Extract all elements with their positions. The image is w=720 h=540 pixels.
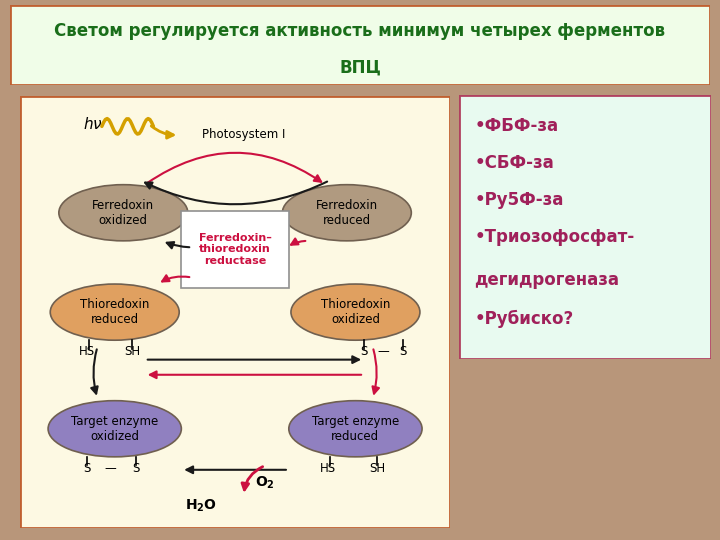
Text: —: — (104, 462, 117, 475)
Text: —: — (377, 345, 390, 359)
FancyArrowPatch shape (148, 356, 359, 363)
Text: $h\nu$: $h\nu$ (84, 116, 103, 132)
FancyArrowPatch shape (145, 181, 327, 204)
Text: •Ру5Ф-за: •Ру5Ф-за (474, 191, 564, 210)
Text: S: S (399, 345, 406, 359)
Text: •ФБФ-за: •ФБФ-за (474, 117, 559, 135)
Text: SH: SH (369, 462, 385, 475)
Text: S: S (83, 462, 91, 475)
FancyBboxPatch shape (20, 96, 450, 528)
Ellipse shape (289, 401, 422, 457)
Text: Ferredoxin–
thioredoxin
reductase: Ferredoxin– thioredoxin reductase (199, 233, 271, 266)
Ellipse shape (59, 185, 188, 241)
Text: S: S (132, 462, 140, 475)
Text: •Рубиско?: •Рубиско? (474, 310, 574, 328)
Text: Ferredoxin
reduced: Ferredoxin reduced (316, 199, 378, 227)
FancyArrowPatch shape (186, 467, 286, 473)
Text: HS: HS (78, 345, 95, 359)
Text: Target enzyme
reduced: Target enzyme reduced (312, 415, 399, 443)
Text: Ferredoxin
oxidized: Ferredoxin oxidized (92, 199, 154, 227)
FancyArrowPatch shape (147, 153, 321, 183)
Ellipse shape (48, 401, 181, 457)
Text: ВПЦ: ВПЦ (339, 59, 381, 77)
FancyArrowPatch shape (151, 126, 174, 138)
FancyArrowPatch shape (150, 372, 361, 378)
Text: Target enzyme
oxidized: Target enzyme oxidized (71, 415, 158, 443)
Text: Светом регулируется активность минимум четырех ферментов: Светом регулируется активность минимум ч… (55, 22, 665, 40)
Text: дегидрогеназа: дегидрогеназа (474, 271, 619, 289)
FancyArrowPatch shape (162, 275, 189, 281)
Ellipse shape (291, 284, 420, 340)
FancyArrowPatch shape (291, 239, 305, 245)
Text: Photosystem I: Photosystem I (202, 129, 285, 141)
Text: S: S (360, 345, 368, 359)
FancyArrowPatch shape (372, 349, 379, 394)
Text: $\mathbf{O_2}$: $\mathbf{O_2}$ (256, 475, 275, 491)
FancyBboxPatch shape (181, 211, 289, 288)
Text: $\mathbf{H_2O}$: $\mathbf{H_2O}$ (184, 497, 217, 514)
Ellipse shape (282, 185, 411, 241)
FancyArrowPatch shape (91, 349, 98, 394)
Text: •Триозофосфат-: •Триозофосфат- (474, 228, 635, 246)
Text: Thioredoxin
reduced: Thioredoxin reduced (80, 298, 150, 326)
Text: SH: SH (124, 345, 140, 359)
FancyArrowPatch shape (242, 467, 263, 490)
Text: HS: HS (320, 462, 336, 475)
FancyArrowPatch shape (167, 242, 189, 248)
FancyBboxPatch shape (10, 5, 710, 85)
Ellipse shape (50, 284, 179, 340)
Text: •СБФ-за: •СБФ-за (474, 154, 554, 172)
FancyBboxPatch shape (459, 94, 711, 359)
Text: Thioredoxin
oxidized: Thioredoxin oxidized (320, 298, 390, 326)
